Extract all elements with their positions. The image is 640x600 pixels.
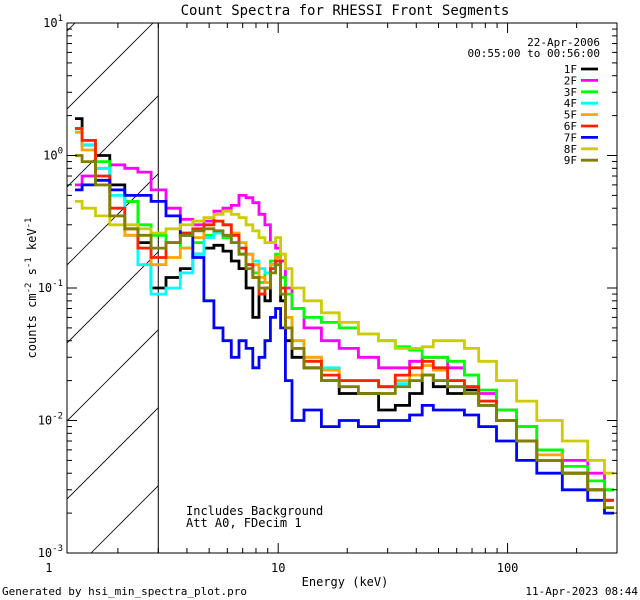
hatch-line — [325, 0, 640, 553]
legend-label-9f: 9F — [564, 154, 577, 167]
hatch-line — [67, 23, 154, 110]
hatch-line — [67, 329, 159, 422]
annotation-background: Includes Background — [186, 504, 323, 518]
y-tick-label: 10-2 — [38, 412, 63, 428]
hatch-line — [247, 0, 640, 553]
y-axis-label: counts cm-2 s-1 keV-1 — [24, 218, 39, 359]
x-tick-label: 100 — [497, 561, 519, 575]
legend-label-7f: 7F — [564, 131, 577, 144]
legend-label-6f: 6F — [564, 120, 577, 133]
axis-ticks: 1 10 100 10-3 10-2 10-1 100 101 — [38, 14, 618, 575]
series-line-4f — [75, 130, 614, 502]
generated-by-note: Generated by hsi_min_spectra_plot.pro — [2, 585, 247, 598]
series-line-8f — [75, 200, 614, 475]
hatch-line — [481, 0, 640, 553]
legend-label-4f: 4F — [564, 97, 577, 110]
x-tick-label: 1 — [45, 561, 52, 575]
series-line-3f — [75, 127, 614, 492]
series-line-5f — [75, 130, 614, 502]
annotation-attenuator: Att A0, FDecim 1 — [186, 516, 302, 530]
hatch-line — [67, 173, 159, 266]
observation-time-range: 00:55:00 to 00:56:00 — [468, 47, 600, 60]
x-tick-label: 10 — [271, 561, 285, 575]
generation-timestamp: 11-Apr-2023 08:44 — [525, 585, 638, 598]
legend-label-2f: 2F — [564, 74, 577, 87]
legend-label-3f: 3F — [564, 86, 577, 99]
hatch-line — [67, 23, 76, 32]
series-layer — [75, 117, 614, 515]
hatch-line — [67, 251, 159, 344]
legend-label-8f: 8F — [564, 143, 577, 156]
observation-date: 22-Apr-2006 — [527, 36, 600, 49]
legend-label-5f: 5F — [564, 109, 577, 122]
series-line-9f — [75, 154, 614, 509]
y-tick-label: 10-3 — [38, 544, 63, 560]
y-tick-label: 100 — [43, 147, 63, 163]
x-axis-label: Energy (keV) — [302, 575, 389, 589]
excluded-region-hatch — [67, 0, 640, 553]
plot-frame — [66, 22, 618, 554]
chart-title: Count Spectra for RHESSI Front Segments — [181, 3, 510, 19]
y-tick-label: 101 — [43, 14, 63, 30]
series-line-7f — [75, 178, 614, 515]
legend-label-1f: 1F — [564, 63, 577, 76]
hatch-line — [67, 407, 159, 500]
y-tick-label: 10-1 — [38, 279, 63, 295]
series-line-6f — [75, 127, 614, 502]
